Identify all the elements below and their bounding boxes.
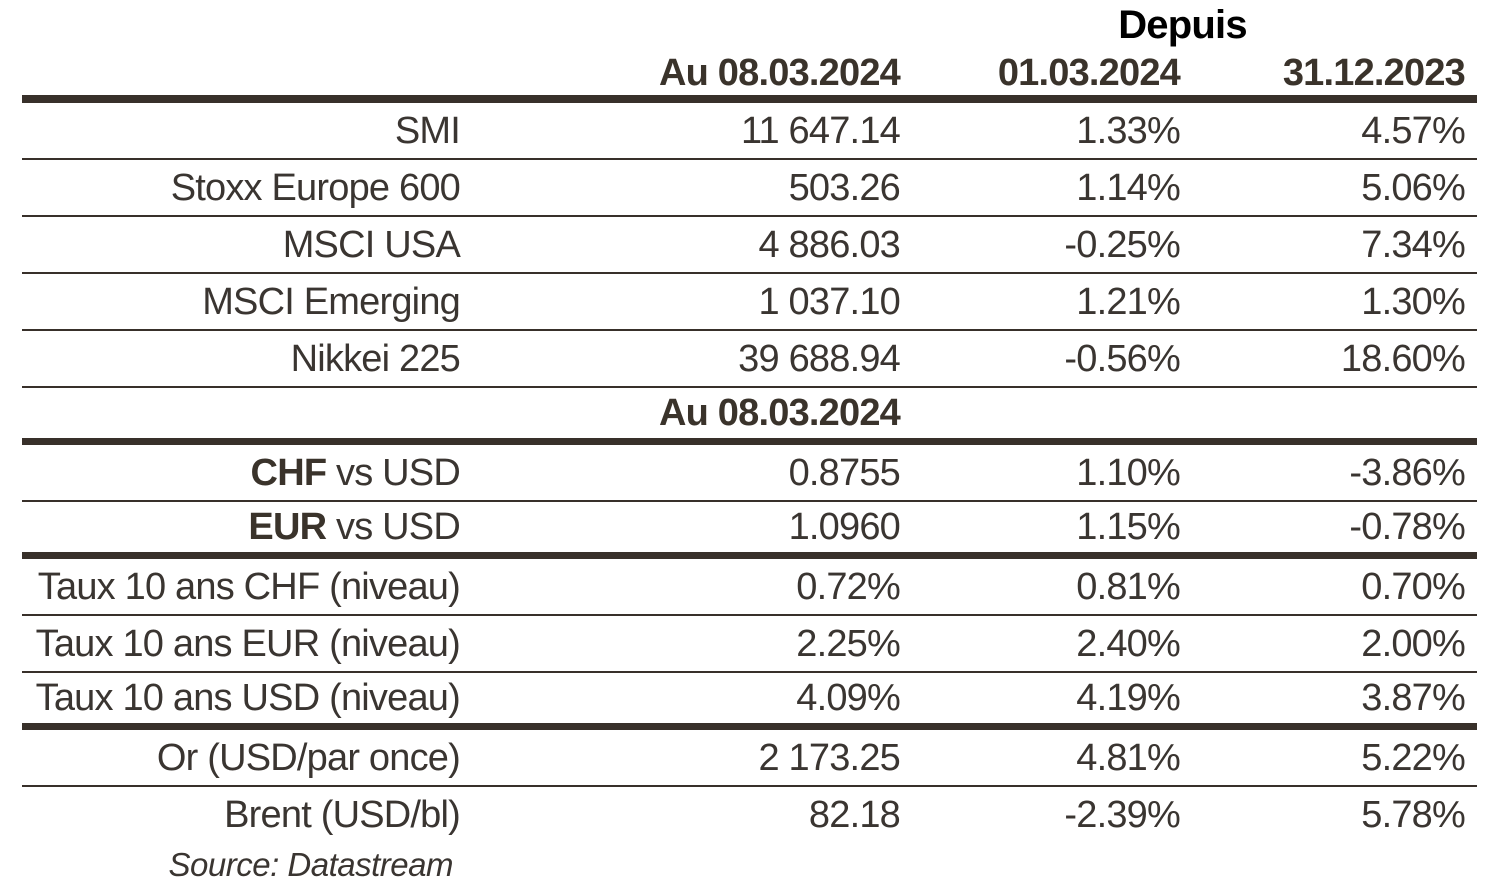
value-since-3112: -0.78%	[1349, 506, 1465, 548]
value-since-3112: 5.78%	[1361, 793, 1466, 836]
table-row-nikkei-225: Nikkei 225 39 688.94 -0.56% 18.60%	[22, 331, 1477, 388]
column-header-since-3112: 31.12.2023	[1282, 51, 1466, 94]
value-since-0103: 1.10%	[1076, 451, 1181, 494]
value-since-0103: -0.56%	[1064, 337, 1180, 380]
value-current: 1.0960	[788, 506, 901, 548]
table-row-taux-10-ans-eur: Taux 10 ans EUR (niveau) 2.25% 2.40% 2.0…	[22, 616, 1477, 673]
row-label: EUR vs USD	[22, 508, 460, 546]
table-row-taux-10-ans-usd: Taux 10 ans USD (niveau) 4.09% 4.19% 3.8…	[22, 673, 1477, 730]
value-since-0103: -0.25%	[1064, 223, 1180, 266]
value-current: 4 886.03	[758, 223, 900, 266]
value-since-3112: 2.00%	[1361, 622, 1466, 665]
market-data-table: Depuis Au 08.03.2024 01.03.2024 31.12.20…	[22, 0, 1477, 887]
value-since-3112: 7.34%	[1361, 223, 1466, 266]
value-current: 1 037.10	[758, 280, 900, 323]
value-since-3112: 18.60%	[1340, 337, 1466, 380]
section-header-row: Au 08.03.2024	[22, 388, 1477, 445]
value-current: 2.25%	[796, 622, 901, 665]
source-row: Source: Datastream	[22, 842, 1477, 887]
depuis-header-row: Depuis	[22, 0, 1477, 50]
table-row-or: Or (USD/par once) 2 173.25 4.81% 5.22%	[22, 730, 1477, 787]
table-row-stoxx-europe-600: Stoxx Europe 600 503.26 1.14% 5.06%	[22, 160, 1477, 217]
value-since-0103: 2.40%	[1076, 622, 1181, 665]
value-since-0103: 1.14%	[1076, 166, 1181, 209]
value-since-3112: 5.06%	[1361, 166, 1466, 209]
row-label: Taux 10 ans CHF (niveau)	[37, 565, 461, 608]
value-current: 2 173.25	[758, 736, 900, 779]
row-label: Taux 10 ans USD (niveau)	[35, 677, 461, 719]
row-label: Stoxx Europe 600	[170, 166, 461, 209]
table-row-eur-vs-usd: EUR vs USD 1.0960 1.15% -0.78%	[22, 502, 1477, 559]
value-since-3112: 4.57%	[1361, 109, 1466, 152]
section-header-current-date: Au 08.03.2024	[659, 392, 901, 434]
value-current: 4.09%	[796, 677, 901, 719]
value-since-3112: 5.22%	[1361, 736, 1466, 779]
row-label: Nikkei 225	[290, 337, 461, 380]
row-label-rest: vs USD	[326, 506, 461, 548]
row-label: MSCI Emerging	[202, 280, 461, 323]
value-since-0103: 4.81%	[1076, 736, 1181, 779]
value-since-3112: -3.86%	[1349, 451, 1465, 494]
column-header-row: Au 08.03.2024 01.03.2024 31.12.2023	[22, 50, 1477, 103]
depuis-header: Depuis	[1118, 3, 1247, 47]
value-current: 11 647.14	[740, 109, 901, 152]
row-label: Or (USD/par once)	[156, 736, 461, 779]
value-current: 0.8755	[788, 451, 901, 494]
value-since-0103: 0.81%	[1076, 565, 1181, 608]
value-since-3112: 0.70%	[1361, 565, 1466, 608]
value-current: 503.26	[788, 166, 901, 209]
source-note: Source: Datastream	[168, 846, 454, 883]
row-label: MSCI USA	[282, 223, 461, 266]
value-since-3112: 1.30%	[1361, 280, 1466, 323]
table-row-msci-usa: MSCI USA 4 886.03 -0.25% 7.34%	[22, 217, 1477, 274]
row-label-rest: vs USD	[326, 451, 461, 494]
value-current: 0.72%	[796, 565, 901, 608]
table-row-chf-vs-usd: CHF vs USD 0.8755 1.10% -3.86%	[22, 445, 1477, 502]
value-since-0103: -2.39%	[1064, 793, 1180, 836]
row-label: SMI	[394, 109, 461, 152]
value-current: 39 688.94	[738, 337, 901, 380]
column-header-since-0103: 01.03.2024	[997, 51, 1181, 94]
value-current: 82.18	[808, 793, 901, 836]
table-row-brent: Brent (USD/bl) 82.18 -2.39% 5.78%	[22, 787, 1477, 842]
row-label: Taux 10 ans EUR (niveau)	[35, 622, 461, 665]
table-row-msci-emerging: MSCI Emerging 1 037.10 1.21% 1.30%	[22, 274, 1477, 331]
row-label: Brent (USD/bl)	[224, 793, 461, 836]
value-since-3112: 3.87%	[1361, 677, 1466, 719]
value-since-0103: 1.15%	[1076, 506, 1181, 548]
row-label-bold: EUR	[248, 506, 327, 548]
value-since-0103: 1.21%	[1076, 280, 1181, 323]
row-label: CHF vs USD	[22, 451, 461, 494]
table-row-smi: SMI 11 647.14 1.33% 4.57%	[22, 103, 1477, 160]
row-label-bold: CHF	[250, 451, 328, 494]
column-header-current: Au 08.03.2024	[659, 51, 901, 94]
table-row-taux-10-ans-chf: Taux 10 ans CHF (niveau) 0.72% 0.81% 0.7…	[22, 559, 1477, 616]
value-since-0103: 1.33%	[1076, 109, 1181, 152]
value-since-0103: 4.19%	[1076, 677, 1181, 719]
